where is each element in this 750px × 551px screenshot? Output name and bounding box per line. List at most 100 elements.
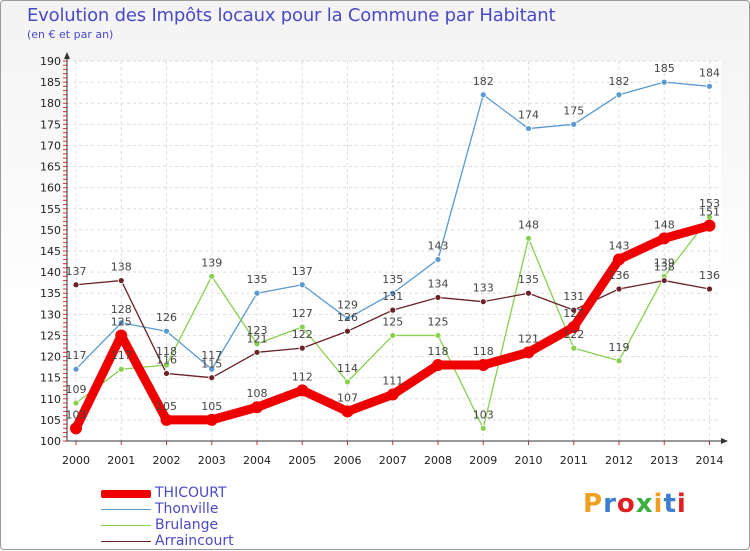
data-label-thicourt: 148: [654, 218, 675, 231]
data-point-brulange: [479, 424, 487, 432]
x-tick-label: 2011: [560, 454, 588, 467]
legend-item-brulange[interactable]: Brulange: [101, 518, 401, 534]
proxiti-logo: Proxiti: [583, 489, 687, 519]
legend-swatch-thicourt: [101, 490, 151, 498]
data-point-brulange: [389, 332, 397, 339]
data-point-thonville: [615, 91, 623, 99]
chart-subtitle: (en € et par an): [27, 28, 114, 41]
data-point-arraincourt: [163, 370, 170, 377]
data-point-thonville: [298, 281, 306, 289]
data-point-brulange: [298, 323, 306, 331]
data-point-arraincourt: [479, 298, 487, 306]
data-label-thonville: 129: [337, 299, 358, 312]
data-point-thonville: [344, 315, 351, 322]
data-label-arraincourt: 136: [699, 269, 720, 282]
x-tick-label: 2012: [605, 454, 633, 467]
data-label-brulange: 117: [111, 349, 132, 362]
data-label-thicourt: 107: [337, 391, 358, 404]
data-label-arraincourt: 131: [563, 290, 584, 303]
data-label-brulange: 153: [699, 197, 720, 210]
data-point-thicourt: [386, 388, 399, 401]
legend-item-thonville[interactable]: Thonville: [101, 502, 401, 518]
x-tick-label: 2013: [650, 454, 678, 467]
y-tick-label: 160: [40, 182, 61, 195]
data-label-brulange: 139: [654, 256, 675, 269]
y-tick-label: 130: [40, 308, 61, 321]
y-tick-label: 125: [40, 329, 61, 342]
data-label-thicourt: 111: [382, 375, 403, 388]
legend-label-thonville: Thonville: [155, 501, 219, 517]
data-point-thicourt: [205, 413, 218, 426]
x-tick-label: 2002: [153, 454, 181, 467]
data-label-thonville: 117: [201, 349, 222, 362]
x-tick-label: 2014: [696, 454, 724, 467]
data-point-brulange: [434, 332, 442, 339]
data-point-arraincourt: [660, 277, 668, 284]
x-tick-label: 2001: [107, 454, 135, 467]
legend-item-arraincourt[interactable]: Arraincourt: [101, 534, 401, 550]
data-point-thonville: [434, 256, 442, 263]
legend-label-brulange: Brulange: [155, 517, 219, 533]
x-tick-label: 2010: [515, 454, 543, 467]
y-tick-label: 110: [40, 393, 61, 406]
legend-swatch-thonville: [101, 509, 151, 510]
data-label-thicourt: 127: [563, 307, 584, 320]
legend-label-thicourt: THICOURT: [155, 485, 227, 501]
y-tick-label: 120: [40, 351, 61, 364]
y-tick-label: 180: [40, 97, 61, 110]
data-point-thicourt: [613, 253, 625, 266]
axis-layer: 100 105 110 115 120 125 130 135 140 145 150 155 160 1…: [40, 52, 728, 467]
data-point-brulange: [570, 344, 578, 352]
data-point-arraincourt: [570, 306, 578, 314]
data-label-layer: 103 125 105 105 108 112 107 111 118 118 121 127 143 1…: [66, 62, 721, 421]
data-label-thonville: 117: [66, 349, 87, 362]
data-point-thonville: [117, 319, 125, 327]
legend-swatch-arraincourt: [101, 541, 151, 542]
data-point-thonville: [479, 91, 487, 99]
y-tick-label: 170: [40, 139, 61, 152]
data-point-thicourt: [522, 346, 535, 359]
data-point-thicourt: [115, 329, 128, 342]
data-point-arraincourt: [615, 285, 623, 293]
x-tick-label: 2003: [198, 454, 226, 467]
x-axis-arrow: [721, 438, 728, 444]
x-tick-label: 2005: [288, 454, 316, 467]
data-label-thonville: 182: [609, 75, 630, 88]
x-tick-label: 2007: [379, 454, 407, 467]
data-label-thicourt: 103: [66, 408, 87, 421]
y-tick-label: 100: [40, 435, 61, 448]
data-point-arraincourt: [706, 285, 713, 293]
data-point-thonville: [525, 125, 532, 132]
data-label-thicourt: 105: [156, 400, 177, 413]
data-point-thonville: [208, 365, 216, 373]
data-label-brulange: 118: [156, 345, 177, 358]
data-point-thonville: [570, 120, 578, 128]
data-label-thicourt: 112: [292, 370, 313, 383]
y-tick-label: 190: [40, 55, 61, 68]
data-label-thicourt: 121: [518, 332, 539, 345]
y-tick-label: 115: [40, 372, 61, 385]
data-label-thonville: 135: [382, 273, 403, 286]
data-label-arraincourt: 126: [337, 311, 358, 324]
data-point-brulange: [163, 361, 170, 369]
data-point-brulange: [253, 340, 261, 348]
legend-item-thicourt[interactable]: THICOURT: [101, 486, 401, 502]
data-point-thicourt: [70, 422, 82, 435]
data-point-arraincourt: [344, 327, 351, 335]
y-tick-label: 165: [40, 161, 61, 174]
series-layer: [70, 78, 716, 435]
data-label-arraincourt: 122: [292, 328, 313, 341]
data-point-arraincourt: [208, 374, 216, 382]
x-tick-label: 2006: [334, 454, 362, 467]
data-label-thicourt: 118: [428, 345, 449, 358]
data-label-brulange: 109: [66, 383, 87, 396]
data-label-arraincourt: 136: [609, 269, 630, 282]
data-label-arraincourt: 131: [382, 290, 403, 303]
data-label-arraincourt: 115: [201, 358, 222, 371]
data-point-brulange: [117, 365, 125, 373]
y-tick-label: 175: [40, 118, 61, 131]
data-point-brulange: [615, 357, 623, 365]
data-label-thicourt: 105: [201, 400, 222, 413]
data-label-brulange: 103: [473, 408, 494, 421]
